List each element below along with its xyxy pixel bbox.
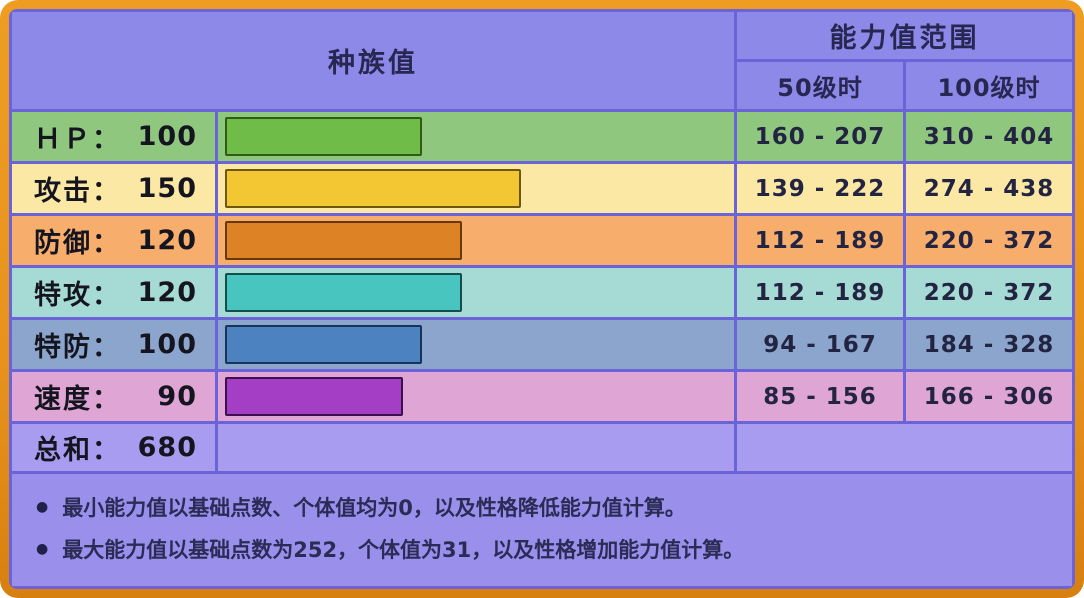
attack-range-level50: 139 - 222: [737, 164, 903, 213]
sp-attack-row-label: 特攻： 120: [12, 268, 215, 317]
speed-bar-track: [218, 372, 734, 421]
speed-row-label: 速度： 90: [12, 372, 215, 421]
hp-row-label: ＨＰ： 100: [12, 112, 215, 161]
hp-bar-track: [218, 112, 734, 161]
level100-column-header: 100级时: [906, 62, 1072, 109]
stat-name: 特攻：: [34, 280, 121, 311]
sp-attack-bar-track: [218, 268, 734, 317]
speed-stat-bar: [225, 377, 403, 416]
stat-value: 120: [137, 277, 197, 308]
table-background: 种族值 能力值范围 50级时 100级时 ＨＰ： 100 160 - 207 3…: [9, 9, 1075, 589]
sp-defense-range-level100: 184 - 328: [906, 320, 1072, 369]
stat-value: 680: [137, 432, 197, 463]
total-range-cell-empty: [737, 424, 1072, 471]
stats-table: 种族值 能力值范围 50级时 100级时 ＨＰ： 100 160 - 207 3…: [12, 12, 1072, 586]
footnote-max: ● 最大能力值以基础点数为252，个体值为31，以及性格增加能力值计算。: [36, 534, 744, 564]
stat-name: 特防：: [34, 332, 121, 363]
stat-value: 150: [137, 173, 197, 204]
stat-name: 攻击：: [34, 176, 121, 207]
footnote-min: ● 最小能力值以基础点数、个体值均为0，以及性格降低能力值计算。: [36, 492, 686, 522]
stat-name: 防御：: [34, 228, 121, 259]
sp-defense-stat-bar: [225, 325, 423, 364]
defense-row-label: 防御： 120: [12, 216, 215, 265]
sp-attack-range-level100: 220 - 372: [906, 268, 1072, 317]
stat-name: 速度：: [34, 384, 121, 415]
sp-attack-stat-bar: [225, 273, 462, 312]
sp-defense-row-label: 特防： 100: [12, 320, 215, 369]
attack-row-label: 攻击： 150: [12, 164, 215, 213]
stat-value: 90: [157, 381, 197, 412]
speed-range-level50: 85 - 156: [737, 372, 903, 421]
defense-range-level50: 112 - 189: [737, 216, 903, 265]
total-row-label: 总和： 680: [12, 424, 215, 471]
attack-range-level100: 274 - 438: [906, 164, 1072, 213]
bullet-icon: ●: [36, 541, 49, 557]
footnotes-area: ● 最小能力值以基础点数、个体值均为0，以及性格降低能力值计算。 ● 最大能力值…: [12, 474, 1072, 586]
hp-range-level50: 160 - 207: [737, 112, 903, 161]
total-bar-cell-empty: [218, 424, 734, 471]
stat-value: 100: [137, 121, 197, 152]
defense-bar-track: [218, 216, 734, 265]
attack-stat-bar: [225, 169, 521, 208]
stat-name: ＨＰ：: [34, 124, 121, 155]
bullet-icon: ●: [36, 499, 49, 515]
hp-range-level100: 310 - 404: [906, 112, 1072, 161]
sp-attack-range-level50: 112 - 189: [737, 268, 903, 317]
level50-column-header: 50级时: [737, 62, 903, 109]
stat-value: 100: [137, 329, 197, 360]
range-header: 能力值范围: [737, 12, 1072, 59]
defense-stat-bar: [225, 221, 462, 260]
sp-defense-range-level50: 94 - 167: [737, 320, 903, 369]
stat-name: 总和：: [34, 435, 121, 466]
attack-bar-track: [218, 164, 734, 213]
footnote-text: 最大能力值以基础点数为252，个体值为31，以及性格增加能力值计算。: [62, 538, 745, 562]
speed-range-level100: 166 - 306: [906, 372, 1072, 421]
footnote-text: 最小能力值以基础点数、个体值均为0，以及性格降低能力值计算。: [62, 496, 686, 520]
defense-range-level100: 220 - 372: [906, 216, 1072, 265]
sp-defense-bar-track: [218, 320, 734, 369]
hp-stat-bar: [225, 117, 423, 156]
stat-value: 120: [137, 225, 197, 256]
base-stats-header: 种族值: [12, 12, 734, 109]
